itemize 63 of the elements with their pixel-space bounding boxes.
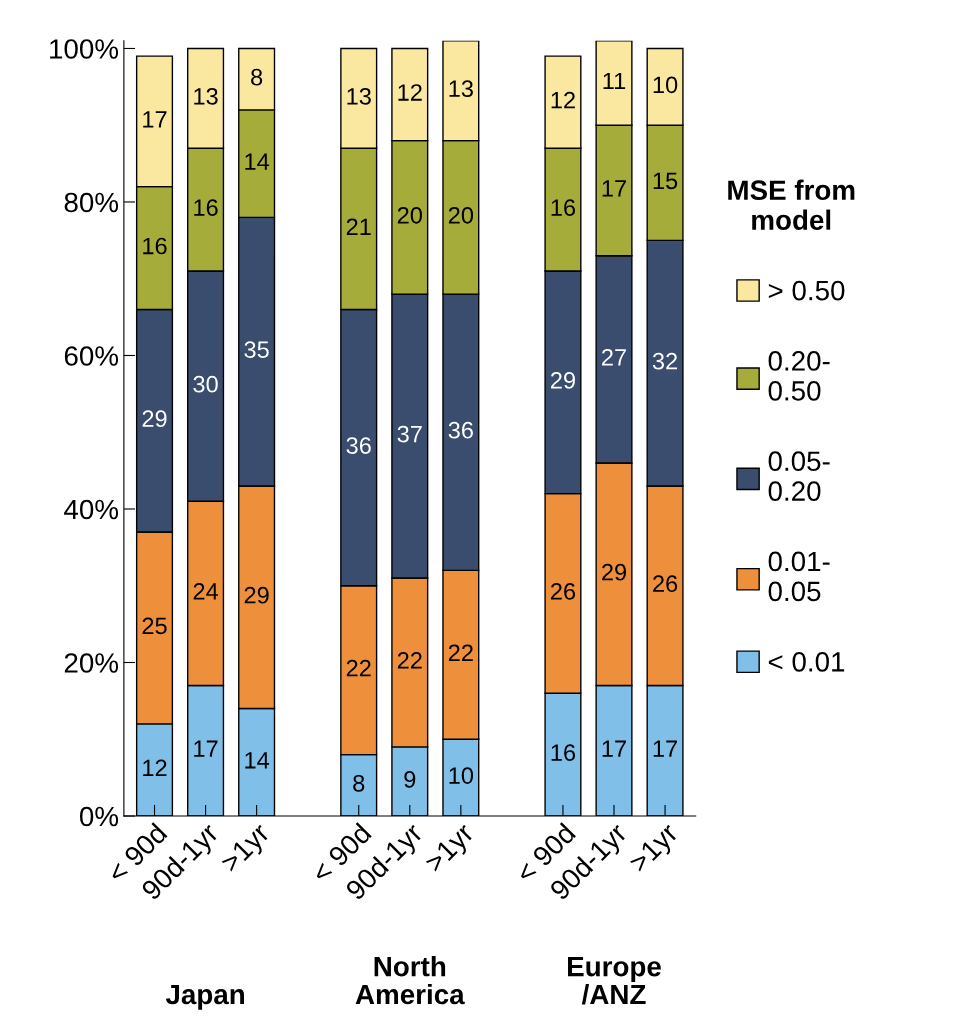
data-label: 17: [602, 740, 626, 757]
data-label: 27: [602, 348, 626, 366]
data-label: 15: [653, 172, 678, 190]
data-label: 17: [653, 740, 678, 757]
data-label: 14: [245, 153, 270, 170]
data-label: 29: [142, 410, 167, 428]
data-label: 30: [193, 375, 218, 393]
data-label: 16: [551, 744, 576, 761]
legend-label: > 0.50: [768, 280, 845, 301]
legend-label: 0.20- 0.50: [768, 351, 830, 401]
data-label: 29: [551, 371, 575, 389]
data-label: 16: [194, 199, 218, 216]
y-tick-label: 80%: [64, 192, 119, 213]
data-label: 17: [143, 111, 167, 128]
data-label: 35: [244, 341, 269, 358]
data-label: 36: [346, 437, 371, 454]
data-label: 8: [353, 774, 365, 792]
data-label: 22: [397, 652, 422, 669]
data-label: 22: [448, 644, 473, 661]
legend-label: 0.05- 0.20: [768, 451, 830, 501]
data-label: 32: [652, 352, 678, 370]
data-label: 10: [653, 76, 678, 94]
data-label: 24: [193, 583, 219, 600]
x-tick-label: >1yr: [423, 821, 479, 877]
y-tick-label: 0%: [79, 806, 119, 827]
data-label: 12: [551, 91, 575, 109]
data-label: 22: [346, 659, 371, 677]
data-label: 36: [448, 421, 473, 439]
data-label: 14: [245, 752, 270, 769]
data-label: 12: [143, 759, 167, 777]
data-label: 12: [398, 84, 422, 101]
text: Europe /ANZ: [568, 957, 661, 1005]
data-label: 20: [397, 206, 422, 224]
data-label: 37: [397, 425, 422, 443]
x-tick-label: >1yr: [219, 821, 275, 877]
legend-label: < 0.01: [768, 652, 845, 672]
data-label: 13: [347, 87, 371, 105]
data-label: 16: [551, 199, 576, 216]
y-tick-label: 20%: [64, 653, 119, 673]
y-tick-label: 100%: [50, 39, 119, 59]
legend-title: MSE from model: [728, 179, 855, 230]
data-label: 17: [194, 740, 218, 757]
data-label: 9: [404, 771, 416, 788]
data-label: 17: [602, 180, 626, 197]
y-tick-label: 40%: [64, 499, 119, 520]
data-label: 25: [142, 617, 167, 635]
data-label: 16: [143, 237, 167, 255]
text: North America: [355, 956, 465, 1005]
x-tick-label: >1yr: [627, 821, 684, 877]
data-label: 26: [653, 575, 678, 593]
legend-label: 0.01- 0.05: [768, 551, 830, 602]
data-label: 13: [449, 80, 473, 98]
data-label: 29: [602, 563, 627, 581]
y-tick-label: 60%: [64, 346, 119, 366]
data-label: 11: [603, 72, 626, 90]
data-label: 10: [449, 767, 474, 784]
data-label: 26: [551, 583, 576, 600]
text: Japan: [165, 984, 244, 1010]
data-label: 20: [448, 206, 474, 224]
data-label: 21: [346, 218, 371, 235]
data-label: 13: [194, 87, 218, 105]
data-label: 29: [244, 586, 269, 604]
data-label: 8: [251, 68, 263, 86]
